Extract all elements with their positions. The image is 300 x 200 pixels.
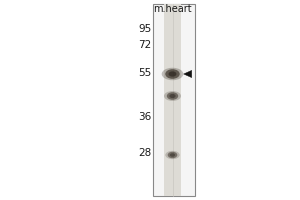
Text: 72: 72 — [138, 40, 152, 50]
Text: m.heart: m.heart — [153, 4, 192, 14]
Ellipse shape — [168, 152, 177, 158]
Text: 28: 28 — [138, 148, 152, 158]
Ellipse shape — [165, 69, 180, 79]
Ellipse shape — [164, 91, 181, 101]
Bar — [164, 4, 181, 196]
Bar — [153, 4, 195, 196]
Text: 95: 95 — [138, 24, 152, 34]
Text: 55: 55 — [138, 68, 152, 78]
Text: 36: 36 — [138, 112, 152, 122]
Ellipse shape — [162, 68, 183, 80]
Ellipse shape — [170, 153, 175, 157]
Polygon shape — [184, 70, 192, 78]
Ellipse shape — [169, 94, 175, 98]
Ellipse shape — [167, 92, 178, 100]
Ellipse shape — [169, 71, 176, 77]
Ellipse shape — [165, 151, 180, 159]
